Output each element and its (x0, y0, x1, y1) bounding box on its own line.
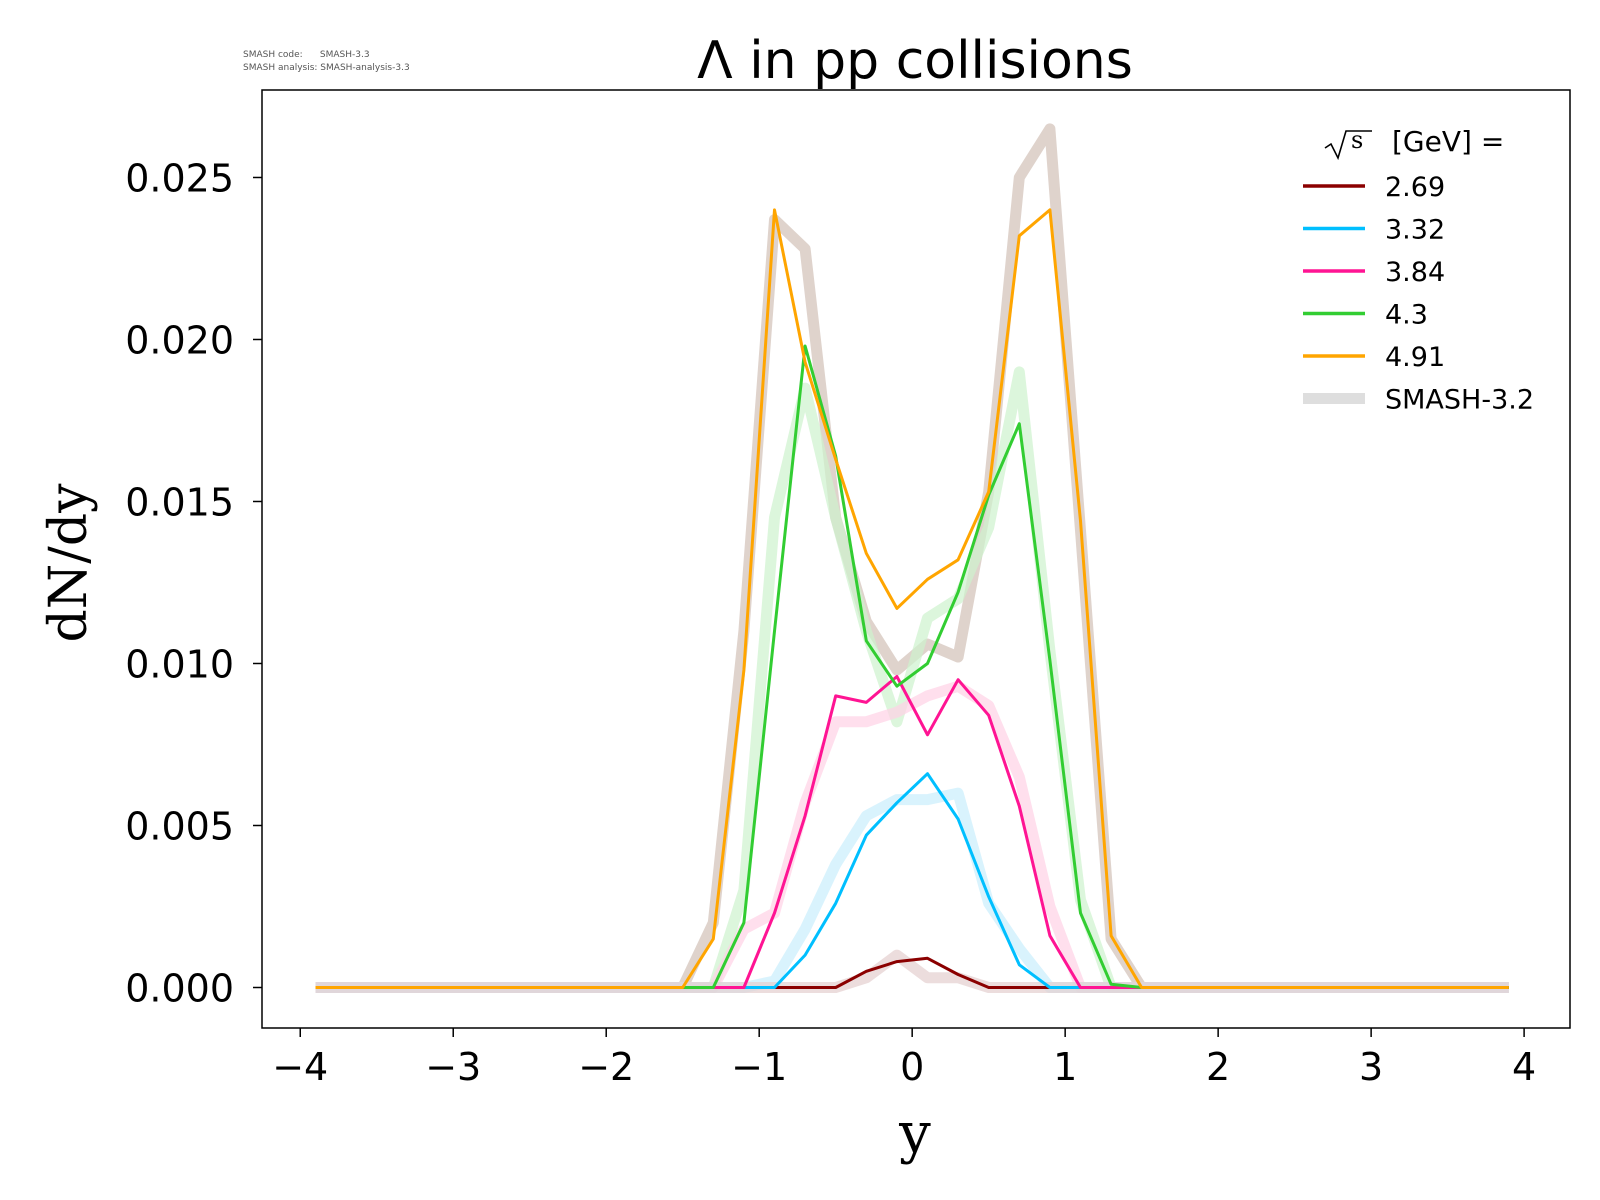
x-tick-label: −2 (578, 1045, 634, 1089)
svg-text:s: s (1351, 126, 1363, 154)
legend-label-4.3: 4.3 (1385, 300, 1428, 331)
reference-line-1 (315, 366, 1509, 993)
plot-frame (261, 89, 1571, 1029)
sqrt-s-symbol: s (1324, 126, 1372, 161)
y-tick-label: 0.025 (125, 156, 234, 200)
legend-label-reference: SMASH-3.2 (1385, 385, 1534, 416)
y-tick-label: 0.005 (125, 804, 234, 848)
x-axis-label: y (898, 1101, 931, 1166)
x-tick-label: −1 (731, 1045, 787, 1089)
legend-items: 2.69 3.32 3.84 4.3 4.91 SMASH-3.2 (1303, 172, 1534, 416)
series-line-3.32 (315, 772, 1509, 989)
chart-title: Λ in pp collisions (697, 31, 1133, 91)
legend-label-4.91: 4.91 (1385, 342, 1445, 373)
y-tick-label: 0.015 (125, 480, 234, 524)
x-tick-label: −3 (425, 1045, 481, 1089)
series-line-4.3 (315, 344, 1509, 989)
x-tick-label: 3 (1359, 1045, 1383, 1089)
x-tick-label: 1 (1053, 1045, 1077, 1089)
y-tick-label: 0.020 (125, 318, 234, 362)
smash-code-note: SMASH code: SMASH-3.3 (243, 50, 370, 60)
y-tick-label: 0.010 (125, 642, 234, 686)
series-line-3.84 (315, 675, 1509, 989)
legend-label-2.69: 2.69 (1385, 172, 1445, 203)
x-tick-label: 4 (1512, 1045, 1536, 1089)
y-axis-label: dN/dy (39, 483, 99, 643)
x-tick-label: −4 (272, 1045, 328, 1089)
reference-line-2 (315, 680, 1509, 993)
y-tick-label: 0.000 (125, 966, 234, 1010)
legend-title-unit: [GeV] = (1392, 125, 1504, 158)
reference-line-3 (315, 787, 1509, 993)
legend-label-3.84: 3.84 (1385, 257, 1445, 288)
smash-analysis-note: SMASH analysis: SMASH-analysis-3.3 (243, 63, 410, 73)
reference-lines (315, 123, 1509, 993)
series-line-4.91 (315, 208, 1509, 989)
x-tick-label: 2 (1206, 1045, 1230, 1089)
series-lines (315, 208, 1509, 989)
reference-line-0 (315, 123, 1509, 993)
x-tick-label: 0 (900, 1045, 924, 1089)
legend: s [GeV] = 2.69 3.32 3.84 4.3 4.91 SMASH-3.2 (1303, 125, 1534, 416)
x-axis: −4 −3 −2 −1 0 1 2 3 4 (272, 1028, 1536, 1089)
y-axis: 0.000 0.005 0.010 0.015 0.020 0.025 (125, 156, 262, 1010)
legend-label-3.32: 3.32 (1385, 215, 1445, 246)
